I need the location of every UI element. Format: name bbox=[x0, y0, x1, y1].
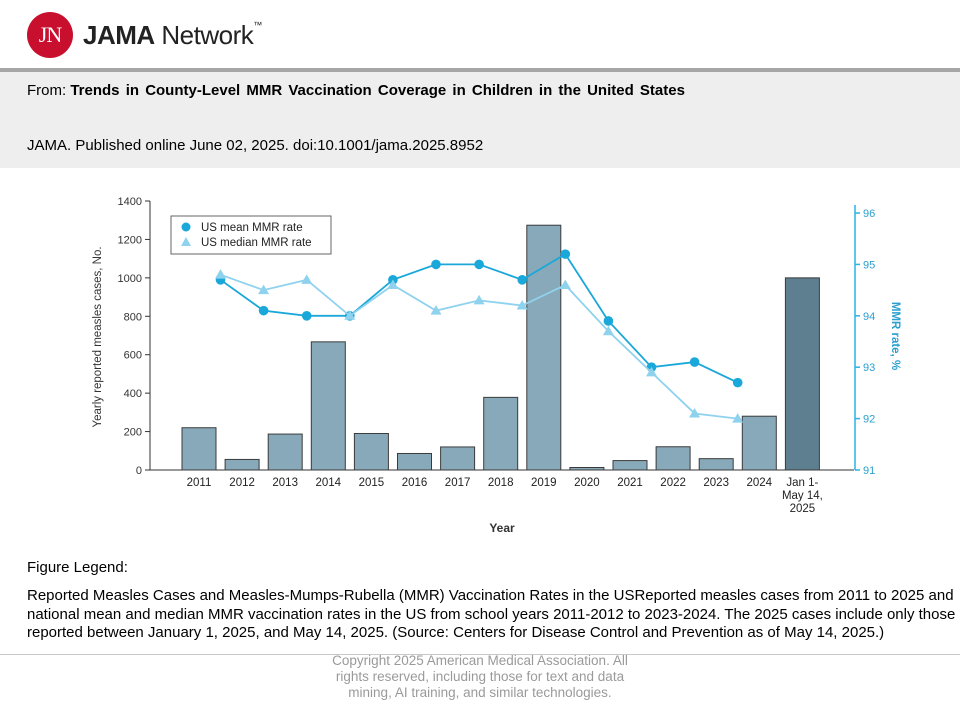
x-tick-label: 2023 bbox=[703, 477, 729, 489]
jama-network-wordmark[interactable]: JAMA Network™ bbox=[83, 20, 262, 51]
median-mmr-point bbox=[473, 294, 485, 305]
figure-legend-text: Reported Measles Cases and Measles-Mumps… bbox=[27, 587, 956, 641]
bar bbox=[741, 415, 777, 471]
header-divider bbox=[0, 68, 960, 72]
site-header: JN JAMA Network™ bbox=[0, 0, 960, 68]
from-label: From: bbox=[27, 82, 67, 99]
bar bbox=[655, 446, 691, 471]
median-mmr-point bbox=[602, 325, 614, 336]
bar bbox=[397, 452, 432, 471]
bar bbox=[181, 427, 217, 471]
bar bbox=[267, 433, 303, 471]
bar bbox=[440, 446, 476, 471]
y-tick-label: 1000 bbox=[118, 273, 142, 285]
bar bbox=[784, 277, 820, 471]
logo-brand: JAMA bbox=[83, 20, 155, 50]
y2-tick-label: 95 bbox=[863, 259, 875, 271]
median-mmr-point bbox=[430, 305, 442, 315]
mean-mmr-point bbox=[560, 249, 571, 259]
median-mmr-point bbox=[387, 279, 399, 289]
bar bbox=[526, 224, 562, 471]
mean-mmr-line bbox=[219, 252, 739, 384]
legend-mean-marker bbox=[181, 222, 191, 232]
median-mmr-point bbox=[301, 274, 313, 284]
x-tick-label: 2022 bbox=[660, 477, 686, 489]
x-tick-label: 2012 bbox=[229, 477, 255, 489]
median-mmr-point bbox=[516, 300, 528, 310]
x-tick-label: 2024 bbox=[747, 477, 773, 489]
x-axis-title: Year bbox=[489, 521, 515, 535]
bar bbox=[310, 341, 346, 471]
median-mmr-point bbox=[215, 269, 226, 279]
y2-tick-label: 91 bbox=[863, 465, 875, 477]
y-tick-label: 600 bbox=[124, 350, 142, 362]
copyright-notice: Copyright 2025 American Medical Associat… bbox=[332, 653, 628, 700]
legend-box bbox=[170, 215, 332, 255]
median-mmr-point bbox=[258, 284, 270, 295]
y2-tick-label: 94 bbox=[863, 311, 875, 323]
bar bbox=[612, 460, 648, 471]
legend-mean-label: US mean MMR rate bbox=[201, 222, 303, 234]
x-tick-label: 2018 bbox=[488, 477, 514, 489]
y2-tick-label: 92 bbox=[863, 414, 875, 426]
x-tick-label: 2014 bbox=[316, 477, 342, 489]
mean-mmr-point bbox=[301, 311, 312, 321]
article-title[interactable]: Trends in County-Level MMR Vaccination C… bbox=[70, 82, 685, 99]
y-tick-label: 800 bbox=[124, 311, 142, 323]
median-mmr-point bbox=[646, 366, 657, 377]
x-tick-label: 2020 bbox=[574, 477, 600, 489]
x-tick-label: 2011 bbox=[187, 477, 212, 489]
bar bbox=[698, 458, 734, 471]
measles-mmr-chart: 0 200 400 600 800 1000 1200 1400 91 92 93 94 95 96 MMR… bbox=[92, 196, 901, 535]
mean-mmr-point bbox=[431, 259, 441, 270]
footer-divider bbox=[0, 654, 960, 655]
jama-network-logo-icon[interactable]: JN bbox=[27, 12, 73, 58]
x-tick-label: 2017 bbox=[445, 477, 471, 489]
logo-suffix: Network bbox=[161, 20, 254, 50]
y-tick-label: 1400 bbox=[118, 196, 142, 208]
figure-legend-heading: Figure Legend: bbox=[27, 559, 128, 576]
bar bbox=[483, 396, 519, 471]
article-source: From: Trends in County-Level MMR Vaccina… bbox=[27, 82, 685, 99]
y-tick-label: 0 bbox=[136, 465, 142, 477]
article-info-box bbox=[0, 72, 960, 168]
article-citation: JAMA. Published online June 02, 2025. do… bbox=[27, 137, 484, 154]
x-tick-label: 2016 bbox=[402, 477, 428, 489]
bar bbox=[224, 458, 260, 471]
legend-median-label: US median MMR rate bbox=[201, 237, 312, 249]
logo-initials: JN bbox=[38, 22, 62, 47]
mean-mmr-point bbox=[603, 316, 614, 326]
bar bbox=[569, 467, 605, 471]
y-tick-label: 1200 bbox=[118, 234, 142, 246]
bar bbox=[353, 432, 389, 471]
y2-tick-label: 96 bbox=[863, 208, 875, 220]
mean-mmr-point bbox=[689, 357, 700, 367]
y-axis-title: Yearly reported measles cases, No. bbox=[92, 246, 104, 427]
logo-trademark: ™ bbox=[253, 20, 262, 30]
x-tick-label: 2021 bbox=[617, 477, 643, 489]
x-tick-label: 2019 bbox=[531, 477, 557, 489]
median-mmr-point bbox=[344, 310, 356, 320]
y2-tick-label: 93 bbox=[863, 362, 875, 374]
x-tick-label: 2015 bbox=[359, 477, 385, 489]
mean-mmr-point bbox=[517, 275, 527, 285]
legend-median-marker bbox=[181, 237, 191, 246]
y-tick-label: 400 bbox=[124, 388, 142, 400]
mean-mmr-point bbox=[474, 259, 484, 270]
mean-mmr-point bbox=[732, 377, 743, 388]
median-mmr-point bbox=[732, 413, 744, 423]
mean-mmr-point bbox=[258, 305, 269, 316]
median-mmr-point bbox=[559, 279, 571, 289]
x-tick-label: 2013 bbox=[272, 477, 298, 489]
median-mmr-point bbox=[689, 407, 701, 418]
x-tick-label: Jan 1-May 14, 2025 bbox=[782, 477, 823, 515]
y2-axis-title: MMR rate, % bbox=[889, 302, 901, 370]
y-tick-label: 200 bbox=[124, 427, 142, 439]
